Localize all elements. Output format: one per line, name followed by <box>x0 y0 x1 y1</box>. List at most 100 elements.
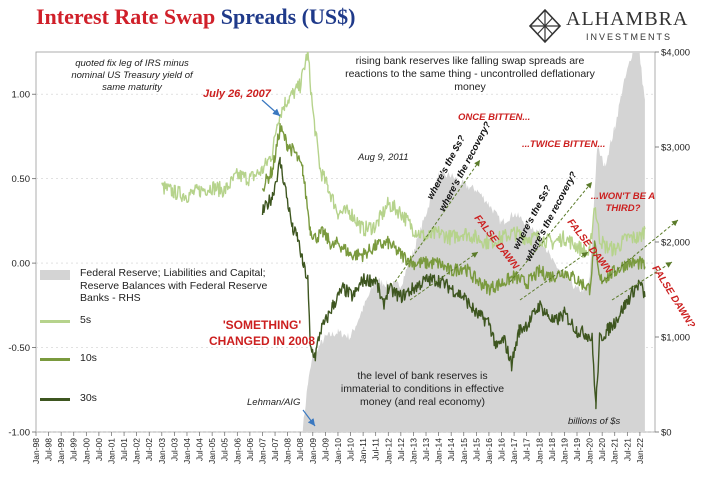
brand-logo: ALHAMBRA INVESTMENTS <box>528 8 703 48</box>
y-left-tick-label: 1.00 <box>12 90 31 101</box>
annotation-level-reserves: the level of bank reserves is immaterial… <box>340 370 505 409</box>
x-tick-label: Jan-10 <box>333 438 343 464</box>
x-tick-label: Jul-07 <box>270 438 280 461</box>
arrows-group <box>261 99 679 427</box>
label-false-dawn-3: FALSE DAWN? <box>649 264 696 331</box>
arrow-lehman <box>302 409 316 427</box>
series-line-s10 <box>261 123 646 296</box>
arrow-false-dawn <box>519 251 589 301</box>
title-part-1: Interest Rate Swap <box>36 4 216 29</box>
y-right-tick-label: $4,000 <box>661 48 690 59</box>
x-tick-label: Jul-21 <box>622 438 632 461</box>
legend-swatch-reserves <box>40 270 70 280</box>
arrow-false-dawn <box>611 261 673 301</box>
x-tick-label: Jul-01 <box>119 438 129 461</box>
x-tick-label: Jan-12 <box>383 438 393 464</box>
x-tick-label: Jan-21 <box>610 438 620 464</box>
legend-swatch-30s <box>40 398 70 401</box>
x-tick-label: Jul-05 <box>220 438 230 461</box>
x-tick-label: Jul-00 <box>94 438 104 461</box>
annotation-aug-2011: Aug 9, 2011 <box>358 152 409 163</box>
legend-label-reserves: Federal Reserve; Liabilities and Capital… <box>80 267 268 305</box>
y-right-tick-label: $3,000 <box>661 143 690 154</box>
arrow-false-dawn <box>601 219 679 283</box>
annotation-twice-bitten: ...TWICE BITTEN... <box>522 139 606 150</box>
x-tick-label: Jan-09 <box>308 438 318 464</box>
x-tick-label: Jan-04 <box>182 438 192 464</box>
x-tick-label: Jan-22 <box>635 438 645 464</box>
title-part-2: Spreads (US$) <box>220 4 356 29</box>
x-tick-label: Jul-14 <box>446 438 456 461</box>
annotation-wont-be-third: ...WON'T BE A THIRD? <box>590 191 656 214</box>
x-tick-label: Jan-16 <box>484 438 494 464</box>
x-tick-label: Jul-06 <box>245 438 255 461</box>
legend-label-10s: 10s <box>80 352 97 364</box>
x-tick-label: Jan-00 <box>81 438 91 464</box>
x-tick-label: Jan-01 <box>106 438 116 464</box>
x-tick-label: Jan-19 <box>559 438 569 464</box>
x-tick-label: Jan-03 <box>157 438 167 464</box>
diamond-lattice-icon <box>528 8 562 44</box>
x-tick-label: Jul-18 <box>547 438 557 461</box>
x-tick-label: Jan-98 <box>31 438 41 464</box>
x-tick-label: Jul-16 <box>497 438 507 461</box>
x-tick-label: Jul-15 <box>471 438 481 461</box>
x-tick-label: Jan-07 <box>257 438 267 464</box>
x-tick-label: Jul-10 <box>346 438 356 461</box>
x-tick-label: Jan-15 <box>459 438 469 464</box>
annotation-once-bitten: ONCE BITTEN... <box>458 112 531 123</box>
x-tick-label: Jul-11 <box>371 438 381 461</box>
legend-swatch-10s <box>40 358 70 361</box>
series-lines-group <box>161 52 646 410</box>
legend-label-30s: 30s <box>80 392 97 404</box>
x-tick-label: Jan-99 <box>56 438 66 464</box>
x-tick-label: Jul-98 <box>44 438 54 461</box>
x-tick-label: Jan-02 <box>132 438 142 464</box>
y-right-tick-label: $1,000 <box>661 333 690 344</box>
x-tick-label: Jul-17 <box>522 438 532 461</box>
y-right-tick-label: $2,000 <box>661 238 690 249</box>
logo-name: ALHAMBRA <box>566 8 689 30</box>
annotation-something-changed: 'SOMETHING' CHANGED IN 2008 <box>208 318 316 348</box>
x-tick-label: Jul-19 <box>572 438 582 461</box>
x-tick-label: Jul-13 <box>421 438 431 461</box>
arrow-false-dawn <box>509 181 593 283</box>
logo-subtitle: INVESTMENTS <box>586 32 673 42</box>
x-tick-label: Jan-20 <box>585 438 595 464</box>
x-tick-label: Jan-06 <box>232 438 242 464</box>
x-tick-label: Jan-13 <box>408 438 418 464</box>
legend-label-5s: 5s <box>80 314 92 326</box>
x-tick-label: Jul-08 <box>295 438 305 461</box>
x-tick-label: Jul-12 <box>396 438 406 461</box>
x-tick-label: Jul-20 <box>597 438 607 461</box>
x-tick-label: Jul-03 <box>169 438 179 461</box>
chart-title: Interest Rate Swap Spreads (US$) <box>36 4 355 30</box>
x-tick-label: Jan-05 <box>207 438 217 464</box>
y-left-tick-label: 0.50 <box>12 174 31 185</box>
x-tick-label: Jan-08 <box>283 438 293 464</box>
x-tick-label: Jan-17 <box>509 438 519 464</box>
y-left-tick-label: 0.00 <box>12 259 31 270</box>
y-left-tick-label: -0.50 <box>8 343 30 354</box>
x-tick-label: Jul-99 <box>69 438 79 461</box>
legend-swatch-5s <box>40 320 70 323</box>
arrow-false-dawn <box>409 251 479 301</box>
annotation-lehman-aig: Lehman/AIG <box>247 397 301 408</box>
series-line-s5 <box>161 52 646 259</box>
x-tick-label: Jan-18 <box>534 438 544 464</box>
annotation-billions: billions of $s <box>568 416 621 427</box>
annotation-rising-reserves: rising bank reserves like falling swap s… <box>345 55 595 94</box>
annotation-definition: quoted fix leg of IRS minus nominal US T… <box>71 58 193 93</box>
y-right-tick-label: $0 <box>661 428 672 439</box>
x-tick-label: Jan-14 <box>434 438 444 464</box>
series-line-s30 <box>261 156 646 410</box>
x-tick-label: Jul-09 <box>320 438 330 461</box>
y-left-tick-label: -1.00 <box>8 428 30 439</box>
axes-group: -1.00 -0.50 0.00 0.50 1.00 $0 $1,000 $2,000 $3,0… <box>8 48 690 465</box>
x-tick-label: Jan-11 <box>358 438 368 464</box>
x-tick-label: Jul-04 <box>195 438 205 461</box>
annotation-july-2007: July 26, 2007 <box>203 88 271 100</box>
arrow-july-2007 <box>261 99 281 117</box>
x-tick-label: Jul-02 <box>144 438 154 461</box>
